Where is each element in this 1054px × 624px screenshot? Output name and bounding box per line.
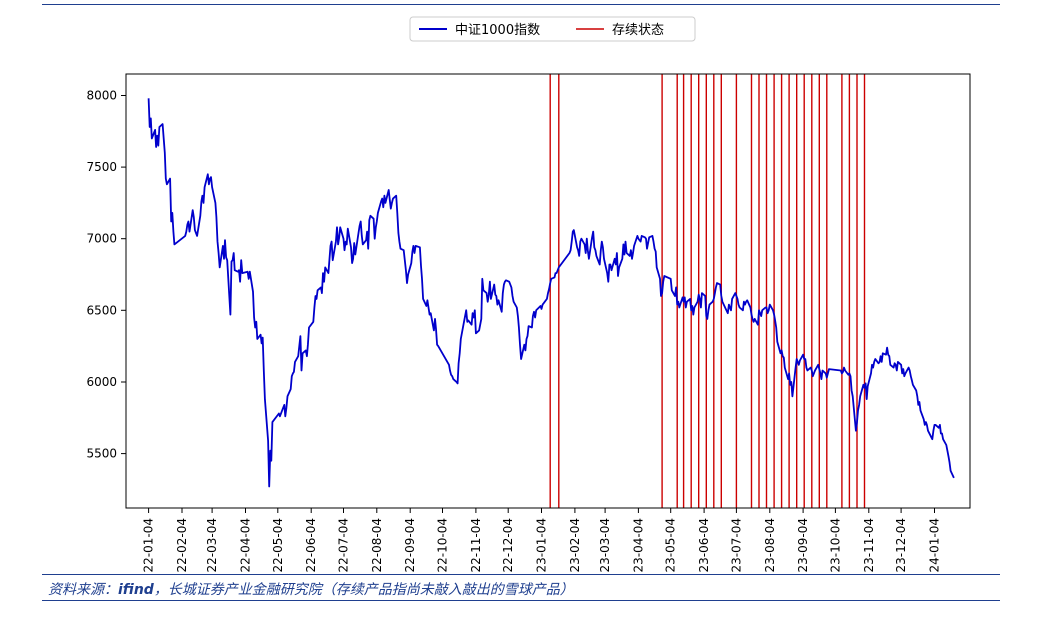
top-rule	[42, 4, 1000, 5]
x-tick-label: 22-12-04	[501, 518, 515, 572]
x-tick-label: 23-09-04	[796, 518, 810, 572]
source-highlight: ifind	[118, 582, 154, 598]
legend-label: 存续状态	[612, 23, 664, 38]
y-tick-label: 5500	[86, 447, 117, 461]
x-tick-label: 23-02-04	[568, 518, 582, 572]
y-tick-label: 6000	[86, 375, 117, 389]
y-tick-label: 8000	[86, 89, 117, 103]
x-tick-label: 23-03-04	[598, 518, 612, 572]
source-top-rule	[42, 574, 1000, 575]
source-suffix: ，长城证券产业金融研究院（存续产品指尚未敲入敲出的雪球产品）	[153, 582, 574, 598]
x-tick-label: 23-12-04	[894, 518, 908, 572]
legend: 中证1000指数 存续状态	[409, 16, 696, 42]
source-note: 资料来源：ifind，长城证券产业金融研究院（存续产品指尚未敲入敲出的雪球产品）	[48, 579, 574, 599]
x-tick-label: 23-11-04	[862, 518, 876, 572]
x-tick-label: 22-05-04	[271, 518, 285, 572]
y-tick-label: 6500	[86, 303, 117, 317]
x-tick-label: 23-01-04	[535, 518, 549, 572]
x-tick-label: 24-01-04	[928, 518, 942, 572]
x-tick-label: 22-02-04	[175, 518, 189, 572]
x-tick-label: 23-08-04	[763, 518, 777, 572]
x-tick-label: 22-03-04	[205, 518, 219, 572]
y-tick-label: 7000	[86, 232, 117, 246]
x-tick-label: 22-06-04	[304, 518, 318, 572]
legend-label: 中证1000指数	[455, 23, 540, 38]
x-tick-label: 22-10-04	[436, 518, 450, 572]
x-tick-label: 22-01-04	[142, 518, 156, 572]
index-line-group	[147, 98, 955, 488]
x-tick-label: 22-04-04	[239, 518, 253, 572]
x-tick-label: 23-07-04	[729, 518, 743, 572]
x-tick-label: 22-09-04	[403, 518, 417, 572]
plot-frame	[125, 73, 971, 509]
chart: 5500 6000 6500 7000 7500 8000 22-01-04 22-02-0…	[86, 16, 971, 572]
legend-box	[409, 16, 696, 42]
y-tick-label: 7500	[86, 160, 117, 174]
x-tick-label: 22-08-04	[370, 518, 384, 572]
x-tick-label: 22-11-04	[469, 518, 483, 572]
x-tick-label: 22-07-04	[337, 518, 351, 572]
bottom-rule	[42, 600, 1000, 601]
y-axis: 5500 6000 6500 7000 7500 8000	[86, 89, 126, 461]
x-tick-label: 23-06-04	[697, 518, 711, 572]
x-tick-label: 23-05-04	[664, 518, 678, 572]
x-axis: 22-01-04 22-02-04 22-03-04 22-04-04 22-05-04…	[142, 508, 942, 572]
index-line	[147, 98, 955, 488]
status-lines-group	[549, 74, 866, 508]
source-prefix: 资料来源：	[48, 582, 118, 598]
x-tick-label: 23-04-04	[631, 518, 645, 572]
x-tick-label: 23-10-04	[828, 518, 842, 572]
